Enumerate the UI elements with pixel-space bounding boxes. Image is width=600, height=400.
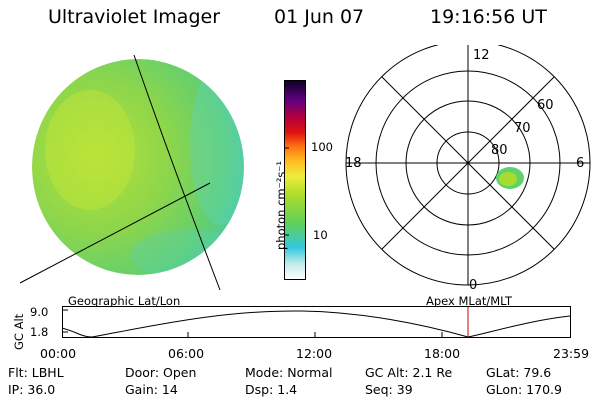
altitude-curve [62, 310, 571, 338]
color-bar [284, 80, 306, 280]
mlt-label-18: 18 [345, 156, 362, 171]
instrument-title: Ultraviolet Imager [48, 6, 221, 28]
lat-label-80: 80 [491, 143, 508, 158]
timeline-xtick-3: 18:00 [424, 346, 461, 361]
seq-status: Seq: 39 [365, 382, 413, 397]
timeline-ytick-1-8: 1.8 [30, 325, 49, 339]
dsp-status: Dsp: 1.4 [245, 382, 298, 397]
colorbar-tick-10: 10 [313, 228, 328, 242]
meridian-line [133, 55, 221, 290]
timeline-xtick-4: 23:59 [553, 346, 590, 361]
polar-plot: 12 18 6 0 60 70 80 [345, 45, 591, 293]
latitude-line [20, 182, 211, 284]
gain-status: Gain: 14 [125, 382, 178, 397]
mlt-label-6: 6 [576, 156, 584, 171]
timeline-xtick-2: 12:00 [296, 346, 333, 361]
geographic-image-panel [20, 55, 244, 290]
aurora-spot [496, 167, 524, 189]
lat-label-60: 60 [537, 98, 554, 113]
colorbar-unit-label: photon cm⁻²s⁻¹ [274, 161, 288, 250]
glon-status: GLon: 170.9 [486, 382, 562, 397]
ip-status: IP: 36.0 [8, 382, 56, 397]
timeline-ylabel: GC Alt [12, 313, 26, 350]
colorbar-tick-100: 100 [311, 140, 333, 154]
timeline-right-title: Apex MLat/MLT [426, 294, 513, 308]
mode-status: Mode: Normal [245, 365, 333, 380]
mlt-label-12: 12 [473, 48, 490, 63]
door-status: Door: Open [125, 365, 197, 380]
lat-label-70: 70 [514, 121, 531, 136]
date-label: 01 Jun 07 [274, 6, 365, 28]
timeline-ytick-9: 9.0 [30, 305, 49, 319]
altitude-timeline [62, 306, 571, 338]
timeline-left-title: Geographic Lat/Lon [68, 294, 181, 308]
time-label: 19:16:56 UT [430, 6, 547, 28]
gc-alt-status: GC Alt: 2.1 Re [365, 365, 453, 380]
timeline-xtick-0: 00:00 [40, 346, 77, 361]
timeline-xtick-1: 06:00 [168, 346, 205, 361]
glat-status: GLat: 79.6 [486, 365, 552, 380]
polar-grid [345, 45, 591, 286]
mlt-label-0: 0 [469, 278, 477, 293]
filter-status: Flt: LBHL [8, 365, 64, 380]
auroral-image [32, 59, 244, 275]
